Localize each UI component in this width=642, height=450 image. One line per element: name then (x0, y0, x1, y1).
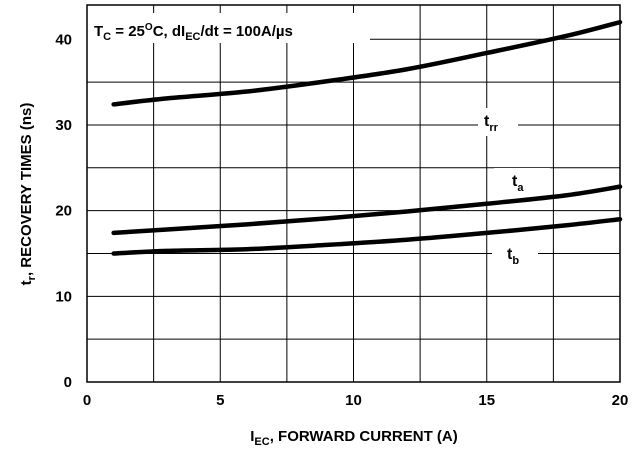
y-tick-label: 20 (55, 203, 72, 220)
x-axis-label: IEC, FORWARD CURRENT (A) (250, 428, 458, 448)
y-tick-label: 10 (55, 288, 72, 305)
series-line-tb (111, 216, 623, 256)
y-tick-labels: 0 10 20 30 40 (55, 31, 72, 391)
x-tick-labels: 0 5 10 15 20 (83, 392, 629, 409)
plot-frame (86, 4, 621, 383)
series-line-ta (111, 184, 623, 236)
annotation-background (87, 13, 370, 43)
y-tick-label: 30 (55, 117, 72, 134)
series-label-tb: tb (507, 246, 519, 267)
x-tick-label: 15 (478, 392, 495, 409)
trr-label-background (478, 108, 518, 136)
test-conditions-annotation: TC = 25OC, dIEC/dt = 100A/µs (94, 22, 293, 43)
x-tick-label: 20 (612, 392, 629, 409)
x-tick-label: 5 (216, 392, 224, 409)
ta-label-background (494, 168, 550, 194)
tb-label-background (492, 244, 538, 266)
series-label-trr: trr (484, 113, 499, 134)
x-tick-label: 0 (83, 392, 91, 409)
x-tick-label: 10 (345, 392, 362, 409)
y-tick-label: 0 (64, 374, 72, 391)
series-label-ta: ta (512, 173, 524, 194)
series-line-trr (111, 19, 623, 107)
y-tick-label: 40 (55, 31, 72, 48)
y-axis-label: tr, RECOVERY TIMES (ns) (18, 103, 38, 286)
series-group (111, 19, 623, 256)
